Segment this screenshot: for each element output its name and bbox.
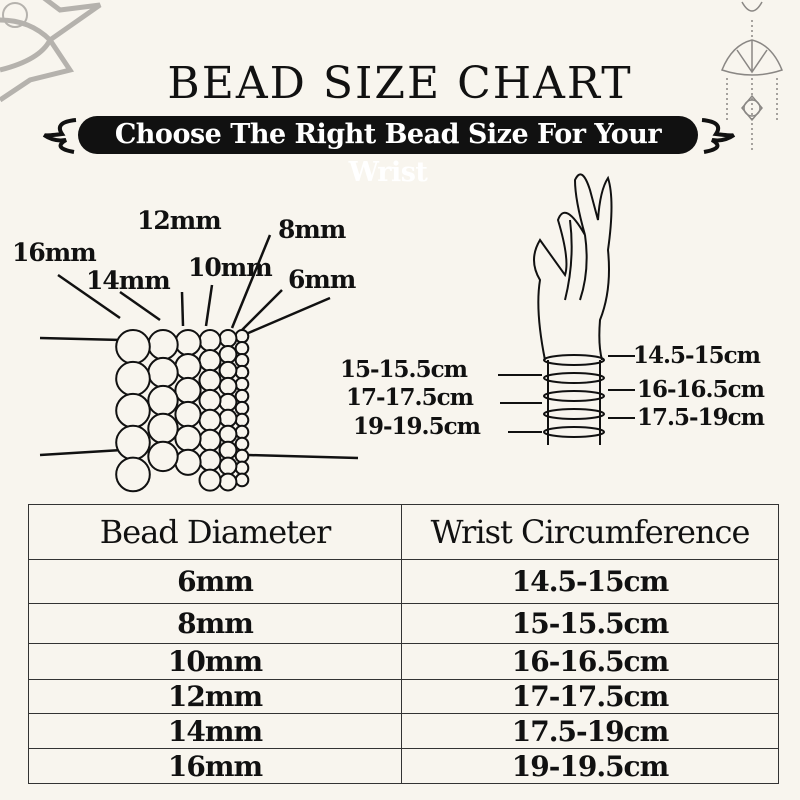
subtitle-banner: Choose The Right Bead Size For Your Wris…: [78, 116, 698, 188]
bead: [218, 408, 238, 428]
bead: [147, 384, 179, 417]
bead: [147, 329, 179, 361]
bead: [234, 460, 250, 476]
bead: [174, 329, 202, 357]
bead: [198, 368, 222, 392]
bead: [218, 424, 238, 444]
wrist-label-left-2: 17-17.5cm: [346, 384, 474, 411]
table-row: 8mm 15-15.5cm: [28, 603, 779, 644]
pointer-line: [119, 290, 161, 322]
bead: [218, 360, 238, 380]
bead-label-6mm: 6mm: [288, 265, 356, 294]
bead: [234, 448, 250, 464]
bead: [115, 424, 151, 461]
bead: [234, 376, 250, 392]
bead: [115, 392, 151, 429]
bead: [174, 424, 202, 452]
bead-label-14mm: 14mm: [86, 266, 171, 295]
bead-diameter-cell: 10mm: [28, 643, 402, 680]
table-row: 14mm 17.5-19cm: [28, 713, 779, 749]
bead: [198, 428, 222, 452]
bead: [198, 348, 222, 372]
header-bead-diameter: Bead Diameter: [28, 504, 402, 560]
bead-diameter-cell: 6mm: [28, 559, 402, 604]
wrist-label-left-3: 19-19.5cm: [353, 413, 481, 440]
bead-diameter-cell: 16mm: [28, 748, 402, 784]
pointer-line: [180, 291, 185, 327]
bead: [234, 352, 250, 368]
bead: [234, 424, 250, 440]
bead: [234, 436, 250, 452]
bead: [147, 440, 179, 473]
bead-stack-illustration: [39, 234, 359, 493]
bead: [234, 412, 250, 428]
bead: [218, 440, 238, 460]
pointer-line: [204, 284, 214, 327]
bead: [174, 376, 202, 405]
hanging-lotus-ornament-icon: [721, 1, 783, 150]
lotus-ornament-icon: [0, 0, 102, 103]
pointer-line: [247, 453, 359, 460]
bead: [218, 472, 238, 492]
scroll-ornament-right-icon: [701, 118, 736, 154]
hand-wrist-illustration: [498, 173, 635, 445]
bead: [218, 329, 238, 348]
bead-label-10mm: 10mm: [188, 253, 273, 282]
bead: [147, 356, 179, 389]
pointer-line: [230, 234, 272, 329]
bead: [234, 388, 250, 404]
bead: [115, 360, 151, 397]
bead: [174, 400, 202, 429]
wrist-circumference-cell: 17.5-19cm: [401, 713, 779, 749]
page-title: BEAD SIZE CHART: [167, 58, 633, 109]
wrist-circumference-cell: 17-17.5cm: [401, 679, 779, 714]
table-header-row: Bead Diameter Wrist Circumference: [28, 504, 779, 560]
scroll-ornament-left-icon: [42, 118, 77, 154]
wrist-label-left-1: 15-15.5cm: [340, 356, 468, 383]
pointer-line: [245, 296, 331, 336]
wrist-circumference-cell: 15-15.5cm: [401, 603, 779, 644]
bead-diameter-cell: 14mm: [28, 713, 402, 749]
wrist-label-right-3: 17.5-19cm: [637, 404, 765, 431]
bead-label-16mm: 16mm: [12, 238, 97, 267]
pointer-line: [57, 273, 121, 320]
table-row: 6mm 14.5-15cm: [28, 559, 779, 604]
bead: [198, 388, 222, 412]
table-row: 12mm 17-17.5cm: [28, 679, 779, 714]
bead-diameter-cell: 8mm: [28, 603, 402, 644]
bead: [234, 340, 250, 356]
bead: [234, 472, 250, 488]
table-row: 16mm 19-19.5cm: [28, 748, 779, 784]
bead: [115, 329, 151, 365]
bead: [218, 376, 238, 396]
bead: [198, 329, 222, 352]
bead: [174, 448, 202, 476]
wrist-circumference-cell: 19-19.5cm: [401, 748, 779, 784]
bead-label-8mm: 8mm: [278, 215, 346, 244]
wrist-circumference-cell: 14.5-15cm: [401, 559, 779, 604]
bead: [115, 456, 151, 493]
bead: [234, 364, 250, 380]
pointer-line: [39, 448, 123, 457]
bead: [218, 456, 238, 476]
bead: [234, 400, 250, 416]
table-row: 10mm 16-16.5cm: [28, 643, 779, 680]
header-wrist-circumference: Wrist Circumference: [401, 504, 779, 560]
bead: [198, 448, 222, 472]
bead: [234, 329, 250, 344]
bead-diameter-cell: 12mm: [28, 679, 402, 714]
bead: [198, 468, 222, 492]
pointer-line: [39, 336, 123, 342]
bead-label-12mm: 12mm: [137, 206, 222, 235]
bead: [174, 352, 202, 381]
wrist-label-right-1: 14.5-15cm: [633, 342, 761, 369]
bead: [218, 344, 238, 364]
bead: [218, 392, 238, 412]
size-table: Bead Diameter Wrist Circumference 6mm 14.…: [28, 504, 779, 784]
pointer-line: [241, 289, 283, 331]
bead: [198, 408, 222, 432]
wrist-label-right-2: 16-16.5cm: [637, 376, 765, 403]
bead: [147, 412, 179, 445]
wrist-circumference-cell: 16-16.5cm: [401, 643, 779, 680]
